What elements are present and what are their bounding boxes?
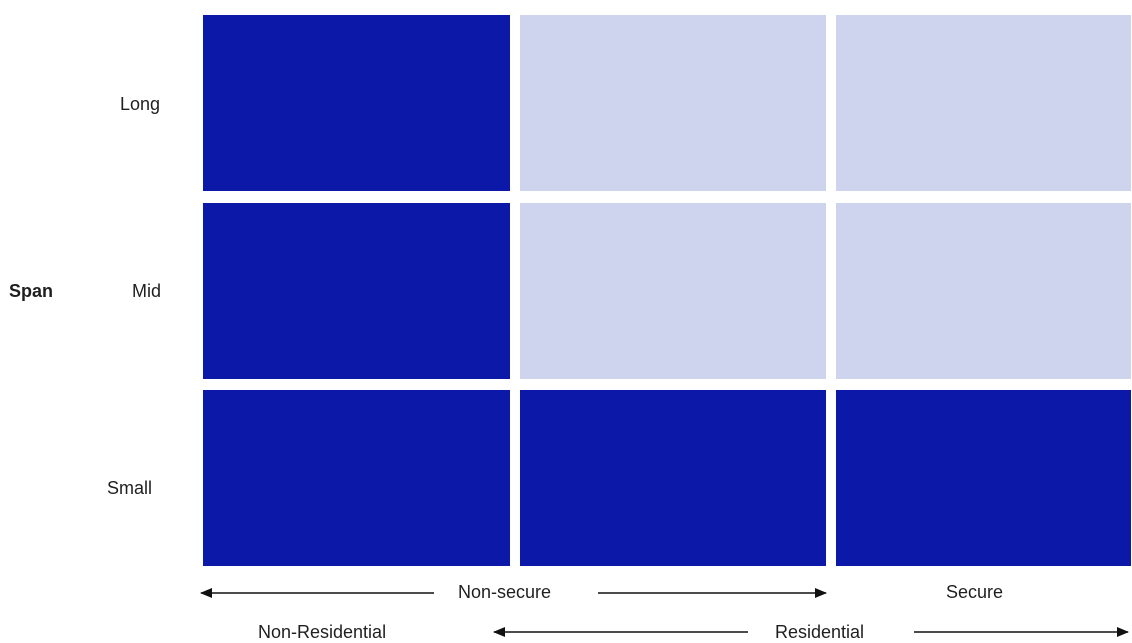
cell-small-c xyxy=(836,390,1131,566)
row-label-small: Small xyxy=(107,478,153,498)
y-axis-title: Span xyxy=(9,281,54,301)
cell-mid-b xyxy=(520,203,826,379)
non-residential-label: Non-Residential xyxy=(258,622,387,642)
cell-small-a xyxy=(203,390,510,566)
cell-long-b xyxy=(520,15,826,191)
cell-long-c xyxy=(836,15,1131,191)
cell-mid-a xyxy=(203,203,510,379)
residential-label: Residential xyxy=(775,622,865,642)
cell-long-a xyxy=(203,15,510,191)
non-secure-label: Non-secure xyxy=(458,582,552,602)
secure-label: Secure xyxy=(946,582,1004,602)
row-label-mid: Mid xyxy=(132,281,162,301)
row-label-long: Long xyxy=(120,94,161,114)
cell-small-b xyxy=(520,390,826,566)
cell-mid-c xyxy=(836,203,1131,379)
